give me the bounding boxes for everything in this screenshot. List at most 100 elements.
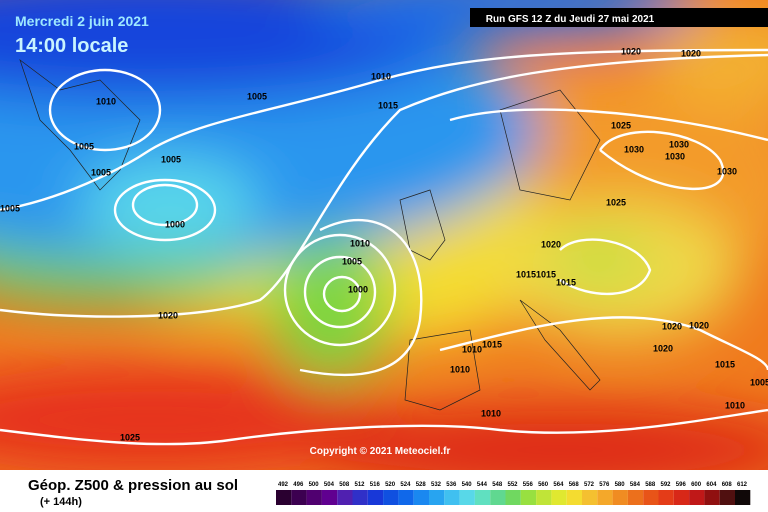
isobar-label: 1010: [96, 96, 116, 106]
scale-label: 512: [354, 482, 365, 488]
isobar-label: 1005: [74, 141, 94, 151]
scale-label: 564: [553, 482, 564, 488]
scale-label: 608: [722, 482, 733, 488]
isobar-label: 1020: [621, 46, 641, 56]
scale-swatch: [429, 490, 445, 505]
scale-label: 516: [370, 482, 381, 488]
scale-label: 496: [293, 482, 304, 488]
isobar-label: 1010: [725, 400, 745, 410]
isobar-label: 1020: [158, 310, 178, 320]
scale-label: 520: [385, 482, 396, 488]
scale-swatch: [520, 490, 537, 505]
scale-label: 492: [278, 482, 289, 488]
scale-swatch: [474, 490, 491, 505]
scale-swatch: [689, 490, 705, 505]
scale-swatch: [505, 490, 521, 505]
isobar-label: 1015: [536, 269, 556, 279]
forecast-time: 14:00 locale: [15, 35, 128, 57]
isobar-label: 1015: [516, 269, 536, 279]
scale-swatch: [627, 490, 644, 505]
scale-swatch: [352, 490, 368, 505]
scale-swatch: [276, 490, 292, 505]
isobar-label: 1025: [606, 197, 626, 207]
scale-label: 536: [446, 482, 457, 488]
scale-swatch: [398, 490, 414, 505]
isobar-label: 1020: [541, 239, 561, 249]
scale-swatch: [582, 490, 598, 505]
isobar-label: 1005: [91, 167, 111, 177]
isobar-label: 1000: [165, 219, 185, 229]
isobar-label: 1015: [482, 339, 502, 349]
scale-swatch: [612, 490, 628, 505]
scale-label: 532: [431, 482, 442, 488]
scale-swatch: [658, 490, 674, 505]
scale-label: 596: [676, 482, 687, 488]
scale-swatch: [643, 490, 659, 505]
isobar-label: 1010: [371, 71, 391, 81]
isobar-label: 1010: [350, 238, 370, 248]
isobar-label: 1015: [715, 359, 735, 369]
scale-swatch: [337, 490, 353, 505]
isobar-label: 1020: [662, 321, 682, 331]
isobar-label: 1000: [348, 284, 368, 294]
scale-label: 560: [538, 482, 549, 488]
scale-label: 580: [615, 482, 626, 488]
scale-swatch: [291, 490, 307, 505]
scale-label: 604: [706, 482, 717, 488]
scale-swatch: [490, 490, 506, 505]
scale-label: 600: [691, 482, 702, 488]
scale-swatch: [444, 490, 460, 505]
scale-swatch: [735, 490, 751, 505]
isobar-label: 1015: [378, 100, 398, 110]
legend-subtitle: (+ 144h): [40, 496, 82, 508]
scale-label: 584: [630, 482, 641, 488]
isobar-label: 1010: [462, 344, 482, 354]
scale-swatch: [704, 490, 720, 505]
isobar-label: 1015: [556, 277, 576, 287]
scale-swatch: [536, 490, 552, 505]
isobar-label: 1020: [653, 343, 673, 353]
scale-swatch: [551, 490, 567, 505]
isobar-label: 1005: [750, 377, 768, 387]
scale-swatch: [597, 490, 613, 505]
isobar-label: 1025: [120, 432, 140, 442]
scale-label: 552: [507, 482, 518, 488]
isobar-label: 1020: [689, 320, 709, 330]
scale-swatch: [566, 490, 582, 505]
isobar-label: 1030: [717, 166, 737, 176]
scale-swatch: [367, 490, 384, 505]
scale-swatch: [306, 490, 322, 505]
isobar-label: 1005: [161, 154, 181, 164]
scale-label: 588: [645, 482, 656, 488]
isobar-label: 1005: [342, 256, 362, 266]
scale-label: 544: [477, 482, 488, 488]
scale-label: 568: [569, 482, 580, 488]
scale-swatch: [459, 490, 475, 505]
run-banner: [470, 8, 768, 27]
scale-label: 572: [584, 482, 595, 488]
scale-label: 592: [660, 482, 671, 488]
scale-label: 556: [523, 482, 534, 488]
isobar-label: 1020: [681, 48, 701, 58]
copyright: Copyright © 2021 Meteociel.fr: [310, 446, 451, 457]
isobar-label: 1030: [624, 144, 644, 154]
scale-label: 500: [309, 482, 320, 488]
scale-label: 504: [324, 482, 335, 488]
isobars: [0, 48, 768, 446]
forecast-date: Mercredi 2 juin 2021: [15, 13, 149, 29]
scale-swatch: [321, 490, 338, 505]
isobar-label: 1025: [611, 120, 631, 130]
scale-label: 612: [737, 482, 748, 488]
scale-label: 508: [339, 482, 350, 488]
isobar-label: 1005: [247, 91, 267, 101]
scale-swatch: [673, 490, 690, 505]
scale-label: 576: [599, 482, 610, 488]
isobar-label: 1010: [450, 364, 470, 374]
geopotential-field: [0, 0, 768, 470]
run-info: Run GFS 12 Z du Jeudi 27 mai 2021: [486, 14, 655, 25]
scale-label: 528: [416, 482, 427, 488]
scale-swatch: [383, 490, 399, 505]
scale-label: 524: [400, 482, 411, 488]
scale-label: 540: [462, 482, 473, 488]
